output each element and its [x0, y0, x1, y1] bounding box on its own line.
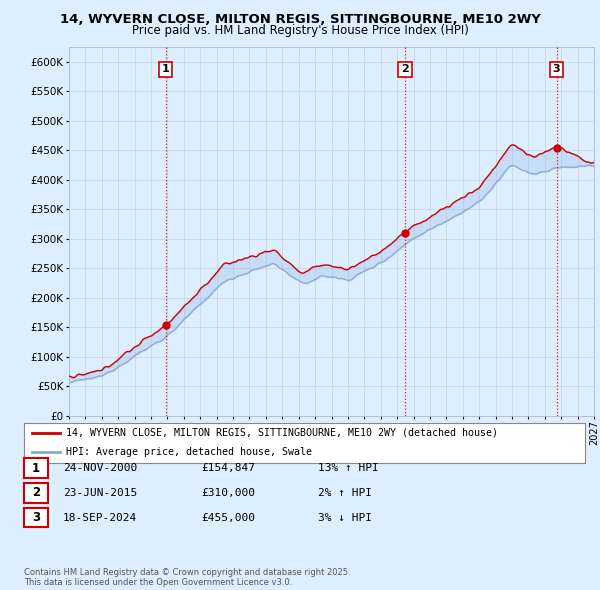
Text: £310,000: £310,000 [201, 488, 255, 498]
Text: 24-NOV-2000: 24-NOV-2000 [63, 463, 137, 473]
Text: 23-JUN-2015: 23-JUN-2015 [63, 488, 137, 498]
Text: Price paid vs. HM Land Registry's House Price Index (HPI): Price paid vs. HM Land Registry's House … [131, 24, 469, 37]
Text: £154,847: £154,847 [201, 463, 255, 473]
Text: 2: 2 [32, 486, 40, 500]
Text: 18-SEP-2024: 18-SEP-2024 [63, 513, 137, 523]
Text: 14, WYVERN CLOSE, MILTON REGIS, SITTINGBOURNE, ME10 2WY: 14, WYVERN CLOSE, MILTON REGIS, SITTINGB… [59, 13, 541, 26]
Text: 13% ↑ HPI: 13% ↑ HPI [318, 463, 379, 473]
Text: 3: 3 [553, 64, 560, 74]
Text: 1: 1 [162, 64, 170, 74]
Text: £455,000: £455,000 [201, 513, 255, 523]
Text: Contains HM Land Registry data © Crown copyright and database right 2025.
This d: Contains HM Land Registry data © Crown c… [24, 568, 350, 587]
Text: 2: 2 [401, 64, 409, 74]
Text: 14, WYVERN CLOSE, MILTON REGIS, SITTINGBOURNE, ME10 2WY (detached house): 14, WYVERN CLOSE, MILTON REGIS, SITTINGB… [66, 428, 498, 438]
Text: HPI: Average price, detached house, Swale: HPI: Average price, detached house, Swal… [66, 447, 312, 457]
Text: 3% ↓ HPI: 3% ↓ HPI [318, 513, 372, 523]
Text: 2% ↑ HPI: 2% ↑ HPI [318, 488, 372, 498]
Text: 1: 1 [32, 461, 40, 475]
Text: 3: 3 [32, 511, 40, 525]
